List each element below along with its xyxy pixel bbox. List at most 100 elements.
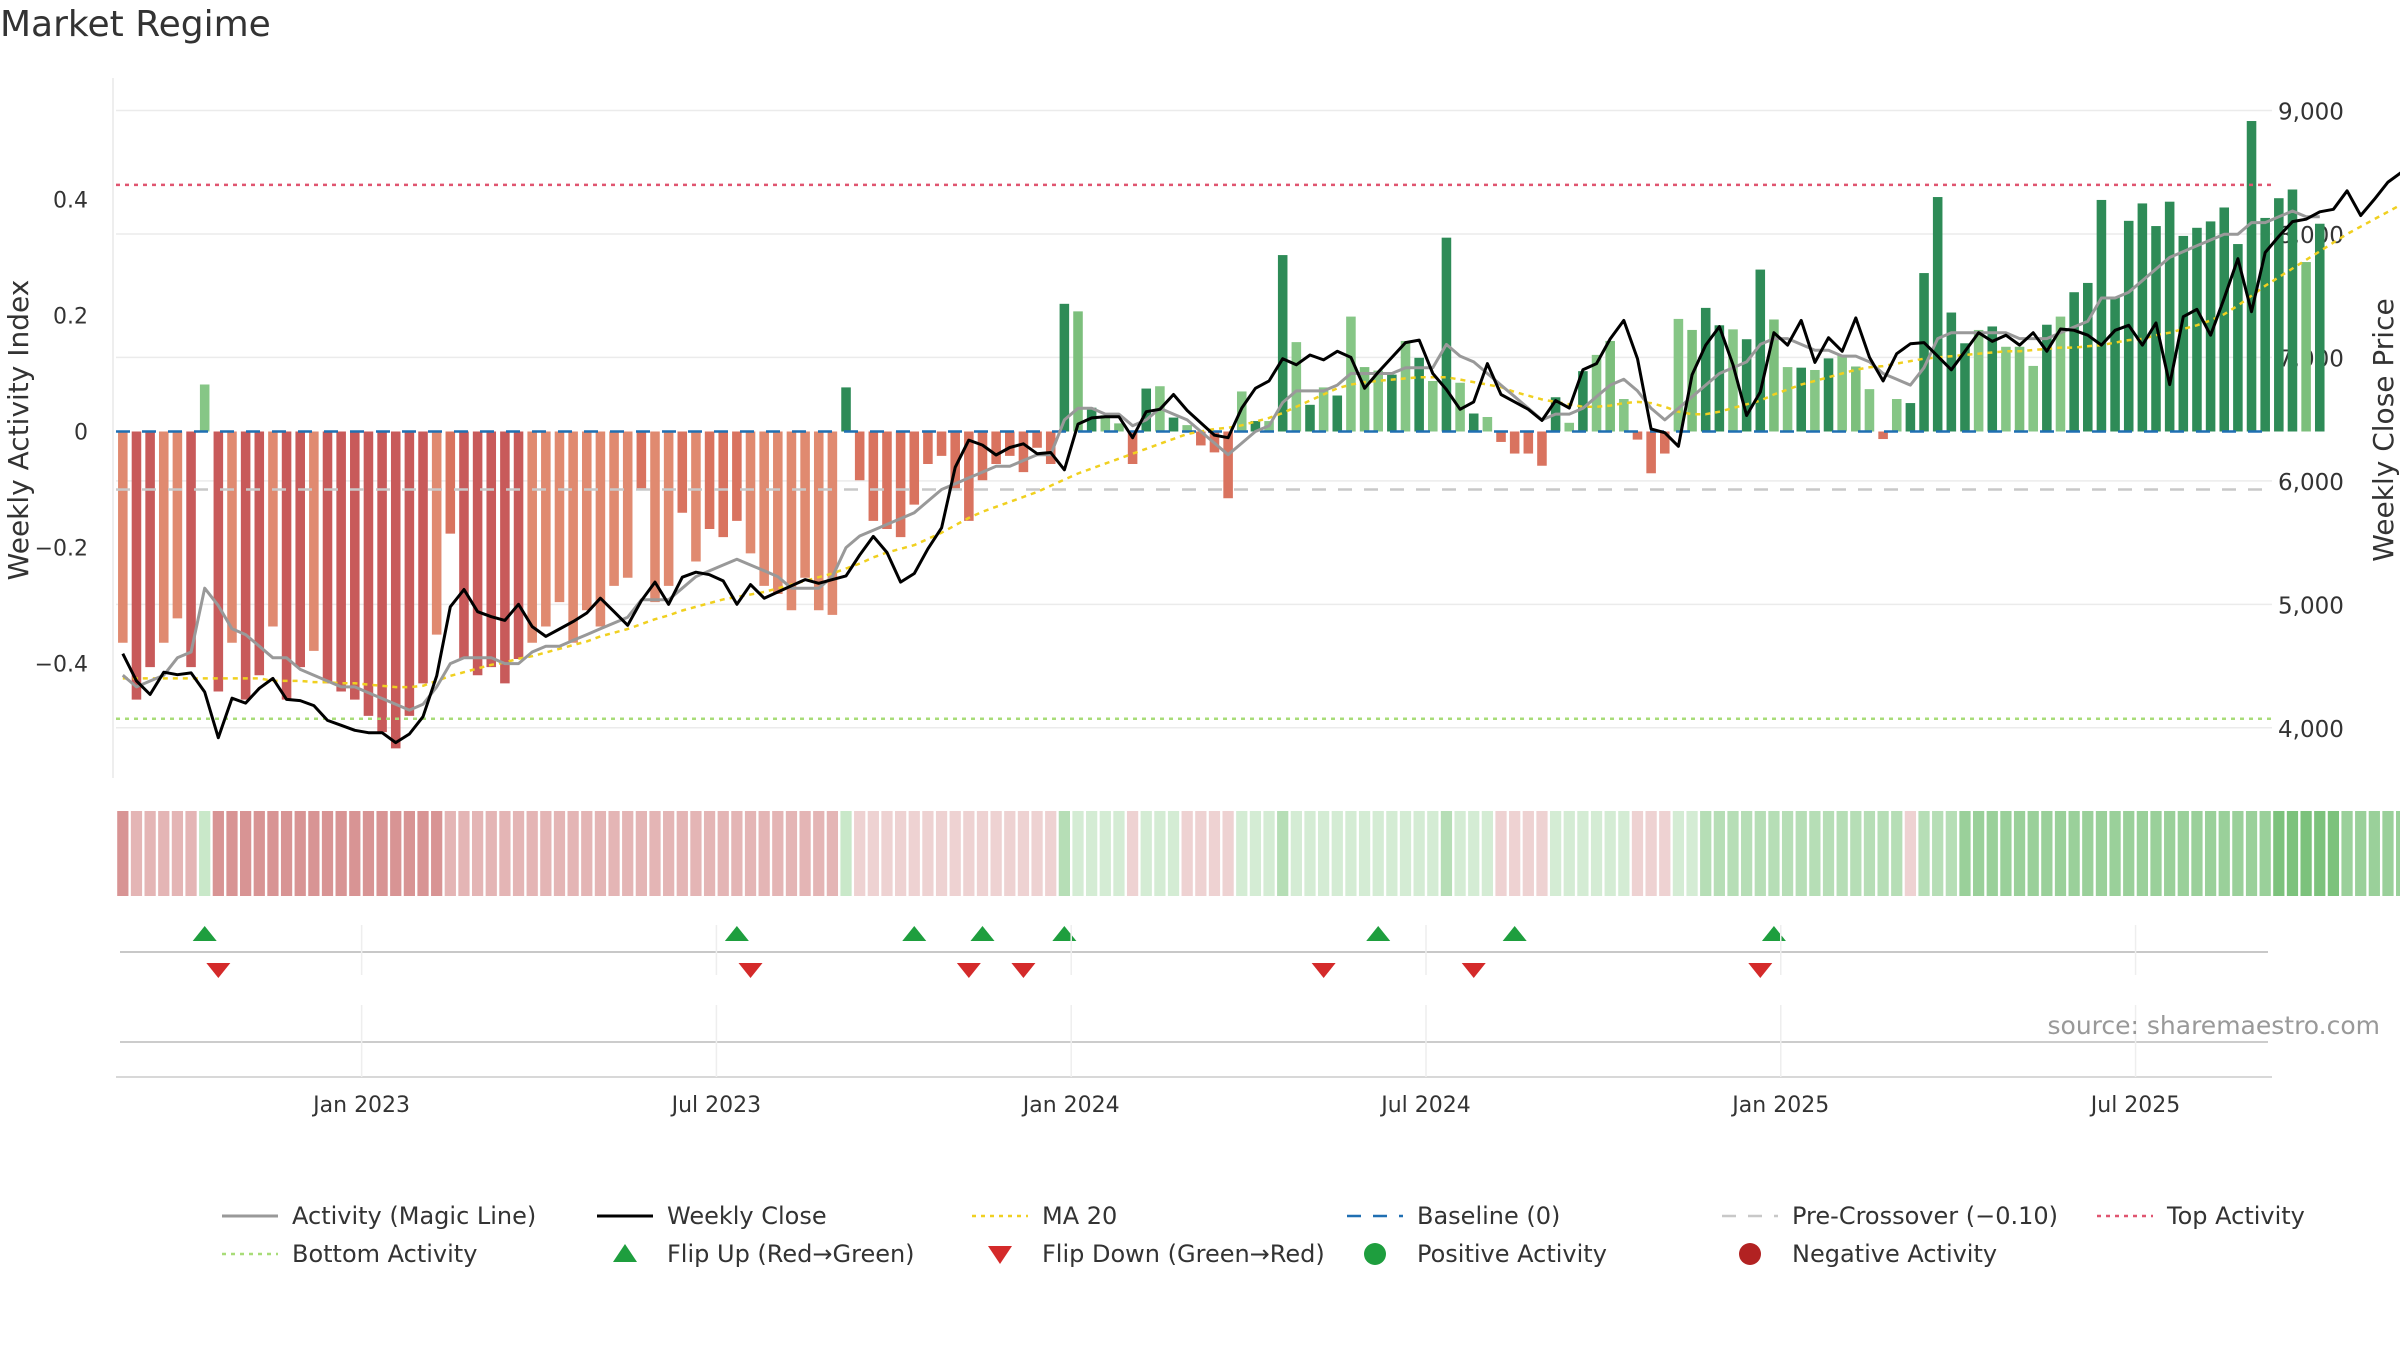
activity-bar (854, 431, 865, 481)
activity-bar (118, 431, 128, 643)
regime-cell (2341, 811, 2353, 896)
activity-bar (131, 431, 142, 700)
legend-label: Baseline (0) (1417, 1202, 1561, 1230)
regime-cell (1358, 811, 1371, 896)
activity-bar (622, 431, 633, 578)
activity-bar (1537, 431, 1547, 466)
activity-bar (568, 431, 578, 643)
regime-cell (1331, 811, 1343, 896)
activity-bar (472, 431, 483, 676)
regime-cell (1208, 811, 1221, 896)
regime-cell (1454, 811, 1466, 896)
regime-cell (390, 811, 402, 896)
regime-cell (512, 811, 525, 896)
regime-cell (2000, 811, 2012, 896)
activity-bar (1810, 369, 1820, 432)
regime-cell (2123, 811, 2135, 896)
regime-cell (1713, 811, 1725, 896)
regime-cell (1140, 811, 1152, 896)
activity-bar (2246, 121, 2257, 432)
regime-cell (1877, 811, 1889, 896)
legend-item-magic: Activity (Magic Line) (220, 1200, 536, 1232)
activity-bar (1018, 431, 1029, 473)
regime-cell (212, 811, 224, 896)
regime-cell (2286, 811, 2299, 896)
regime-cell (1222, 811, 1234, 896)
regime-cell (922, 811, 934, 896)
regime-cell (1031, 811, 1043, 896)
legend-label: Pre-Crossover (−0.10) (1792, 1202, 2059, 1230)
flip-down-marker (1748, 963, 1773, 978)
activity-bar (1700, 307, 1711, 432)
activity-bar (2083, 282, 2093, 432)
activity-bar (404, 431, 415, 716)
legend-label: Activity (Magic Line) (292, 1202, 537, 1230)
activity-bar (1878, 431, 1888, 440)
regime-cell (1495, 811, 1507, 896)
right-tick-label: 4,000 (2278, 717, 2344, 743)
flip-down-marker (206, 963, 231, 978)
regime-cell (963, 811, 975, 896)
regime-cell (1863, 811, 1876, 896)
activity-bar (2301, 262, 2311, 432)
activity-bar (322, 431, 333, 684)
activity-bar (2001, 346, 2011, 432)
activity-bar (2260, 217, 2270, 432)
regime-cell (990, 811, 1002, 896)
activity-bar (2274, 198, 2284, 432)
activity-bar (431, 431, 442, 635)
regime-cell (1781, 811, 1794, 896)
regime-cell (1154, 811, 1166, 896)
activity-bar (813, 431, 824, 611)
regime-cell (1972, 811, 1985, 896)
activity-bar (1250, 421, 1261, 432)
regime-cell (2054, 811, 2067, 896)
activity-bar (1973, 329, 1984, 432)
regime-cell (1004, 811, 1016, 896)
activity-bar (2110, 297, 2120, 432)
flip-down-marker (1461, 963, 1486, 978)
regime-cell (130, 811, 143, 896)
activity-bar (732, 431, 742, 521)
activity-bar (909, 431, 920, 505)
regime-cell (731, 811, 743, 896)
activity-bar (513, 431, 524, 659)
activity-bar (1100, 415, 1111, 432)
activity-bar (445, 431, 456, 534)
activity-bar (2137, 203, 2148, 432)
regime-cell (1113, 811, 1125, 896)
activity-bar (2287, 189, 2298, 432)
left-tick-label: 0.4 (53, 188, 88, 213)
activity-bar (281, 431, 292, 700)
activity-bar (500, 431, 510, 684)
legend-item-down: Flip Down (Green→Red) (970, 1238, 1325, 1270)
activity-bar (800, 431, 810, 578)
activity-bar (677, 431, 688, 513)
activity-bar (868, 431, 879, 521)
activity-bar (1960, 343, 1970, 432)
regime-cell (2382, 811, 2394, 896)
regime-cell (1754, 811, 1766, 896)
activity-bar (240, 431, 251, 700)
regime-cell (1604, 811, 1616, 896)
activity-bar (1619, 399, 1629, 432)
activity-bar (2096, 199, 2107, 432)
activity-bar (1755, 269, 1766, 432)
activity-bar (1141, 388, 1152, 432)
legend: Activity (Magic Line) Weekly Close MA 20 Ba… (0, 1200, 2400, 1270)
activity-bar (882, 431, 892, 529)
right-tick-label: 5,000 (2278, 593, 2344, 619)
activity-bar (1127, 431, 1138, 464)
activity-bar (2314, 223, 2325, 432)
regime-cell (308, 811, 320, 896)
activity-bar (1373, 370, 1383, 432)
activity-bar (390, 431, 401, 749)
activity-bar (895, 431, 906, 538)
activity-bar (486, 431, 497, 668)
activity-bar (773, 431, 783, 594)
activity-bar (2028, 365, 2038, 432)
regime-cell (1577, 811, 1589, 896)
regime-cell (253, 811, 265, 896)
regime-cell (1440, 811, 1453, 896)
legend-label: Flip Down (Green→Red) (1042, 1240, 1325, 1268)
